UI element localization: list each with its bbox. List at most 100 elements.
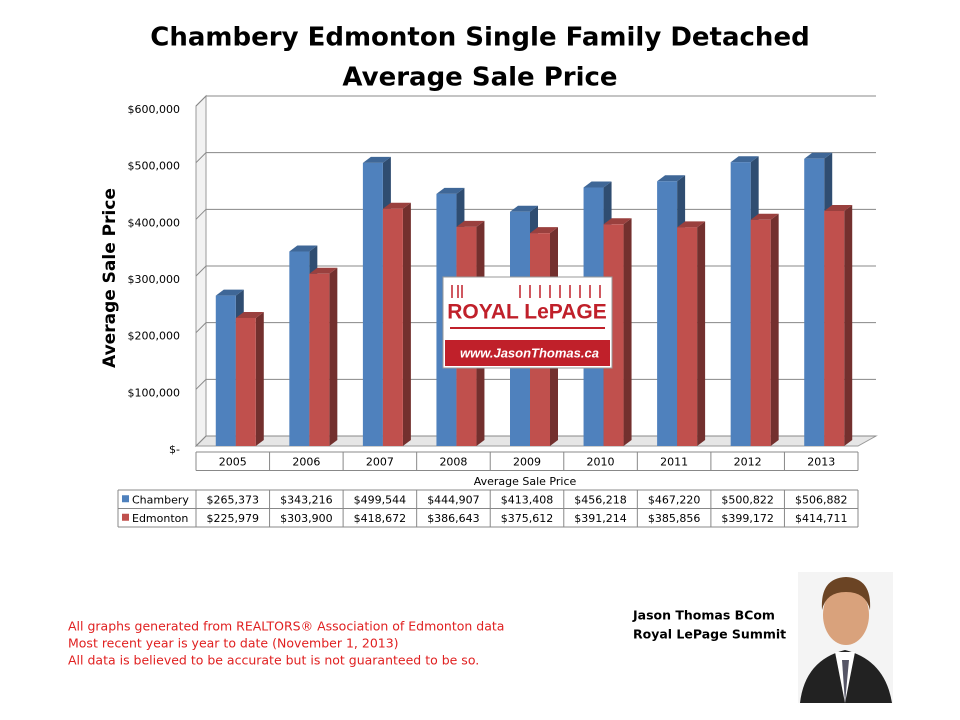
bar-top — [362, 156, 391, 163]
chart-subtitle: Average Sale Price — [342, 63, 617, 93]
bar-top — [804, 152, 833, 159]
legend-swatch — [122, 513, 129, 521]
grid-line — [195, 435, 876, 447]
logo-website: www.JasonThomas.ca — [460, 345, 599, 360]
y-tick-label: $- — [169, 443, 180, 456]
bar — [309, 273, 330, 446]
photo-face — [823, 585, 869, 645]
bar-side — [329, 267, 338, 446]
bar-side — [255, 311, 264, 446]
x-tick-label: 2012 — [734, 455, 762, 468]
bar-side — [844, 204, 853, 446]
bar-top — [603, 218, 632, 225]
bar-top — [215, 289, 244, 296]
table-value: $506,882 — [795, 493, 848, 506]
y-axis-title: Average Sale Price — [100, 188, 120, 368]
bar-top — [289, 245, 318, 252]
bar-side — [770, 213, 779, 446]
y-tick-label: $400,000 — [128, 216, 181, 229]
logo: ROYAL LePAGE www.JasonThomas.ca — [442, 276, 613, 369]
agent-photo — [798, 572, 893, 703]
bar-top — [530, 227, 558, 234]
legend-swatch — [122, 495, 129, 503]
logo-band — [445, 340, 610, 366]
grid-line — [195, 95, 876, 107]
x-tick-label: 2008 — [439, 455, 467, 468]
agent-name: Jason Thomas BCom — [632, 608, 775, 623]
x-tick-label: 2010 — [587, 455, 615, 468]
table-value: $499,544 — [354, 493, 407, 506]
bar — [382, 208, 403, 446]
bar — [730, 162, 751, 446]
bar-top — [824, 204, 853, 211]
bar — [289, 251, 310, 446]
y-tick-label: $600,000 — [128, 103, 181, 116]
bar — [750, 219, 771, 446]
bar — [677, 227, 698, 446]
grid-line — [195, 265, 876, 277]
y-tick-label: $500,000 — [128, 160, 181, 173]
bar-top — [456, 220, 485, 227]
y-tick-label: $200,000 — [128, 330, 181, 343]
table-value: $467,220 — [648, 493, 701, 506]
table-value: $385,856 — [648, 512, 701, 525]
grid-line — [195, 152, 876, 164]
note: All graphs generated from REALTORS® Asso… — [68, 619, 504, 634]
bar-top — [657, 175, 686, 182]
bar — [235, 317, 256, 446]
note: Most recent year is year to date (Novemb… — [68, 636, 399, 651]
grid-line — [195, 322, 876, 334]
legend-label: Chambery — [132, 493, 189, 506]
y-tick-label: $100,000 — [128, 386, 181, 399]
logo-brand: ROYAL LePAGE — [447, 301, 607, 324]
note: All data is believed to be accurate but … — [68, 653, 479, 668]
bar-top — [309, 267, 338, 274]
legend-label: Edmonton — [132, 512, 188, 525]
bar-top — [730, 156, 759, 163]
grid-line — [195, 208, 876, 220]
table-value: $375,612 — [501, 512, 554, 525]
table-value: $343,216 — [280, 493, 333, 506]
bar-top — [583, 181, 612, 188]
x-tick-label: 2005 — [219, 455, 247, 468]
table-value: $225,979 — [207, 512, 260, 525]
x-axis-title: Average Sale Price — [474, 475, 577, 488]
bar — [215, 295, 236, 446]
x-tick-label: 2009 — [513, 455, 541, 468]
x-tick-label: 2011 — [660, 455, 688, 468]
grid-line — [195, 378, 876, 390]
bar-top — [436, 187, 465, 194]
table-value: $386,643 — [427, 512, 480, 525]
table-value: $418,672 — [354, 512, 407, 525]
bar — [824, 210, 845, 446]
table-value: $500,822 — [721, 493, 774, 506]
photo-hair — [821, 577, 871, 610]
bar-side — [402, 202, 411, 446]
bar-side — [697, 221, 706, 446]
logo-barcode — [451, 285, 601, 298]
table-value: $265,373 — [207, 493, 260, 506]
bar-top — [382, 202, 411, 209]
table-value: $414,711 — [795, 512, 848, 525]
photo-tie — [842, 660, 849, 703]
x-tick-label: 2007 — [366, 455, 394, 468]
chart-title: Chambery Edmonton Single Family Detached — [150, 23, 809, 53]
table-value: $391,214 — [574, 512, 627, 525]
bar-top — [677, 221, 706, 228]
agent-company: Royal LePage Summit — [633, 627, 786, 642]
bar — [362, 162, 383, 447]
table-value: $303,900 — [280, 512, 333, 525]
bar — [657, 181, 678, 446]
table-value: $456,218 — [574, 493, 627, 506]
bar-top — [510, 205, 538, 212]
y-tick-label: $300,000 — [128, 273, 181, 286]
x-tick-label: 2013 — [807, 455, 835, 468]
bar-top — [750, 213, 779, 220]
table-value: $413,408 — [501, 493, 554, 506]
bar-top — [235, 311, 264, 318]
bar-side — [623, 218, 632, 446]
x-tick-label: 2006 — [292, 455, 320, 468]
bar — [804, 158, 825, 447]
